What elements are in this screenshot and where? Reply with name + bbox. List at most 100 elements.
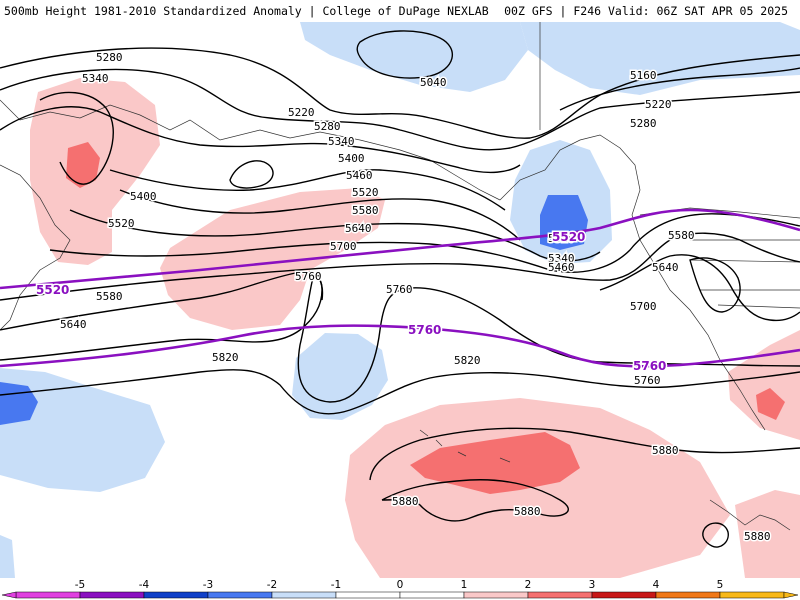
anomaly-positive-region — [410, 432, 580, 494]
climatology-label: 5760 — [408, 323, 441, 337]
colorbar-tick-label: 5 — [717, 579, 724, 591]
colorbar-tick-label: -2 — [267, 579, 277, 591]
colorbar-segment — [655, 591, 721, 599]
anomaly-negative-region — [520, 22, 800, 95]
height-label: 5400 — [130, 190, 157, 203]
colorbar-min-arrow — [1, 591, 17, 599]
climatology-contours — [0, 208, 800, 368]
colorbar-tick-label: -4 — [139, 579, 150, 591]
anomaly-negative-region — [0, 535, 15, 578]
height-contour — [119, 189, 521, 241]
height-contour — [0, 106, 521, 174]
height-contour — [49, 213, 800, 273]
height-label: 5820 — [212, 351, 239, 364]
height-label: 5340 — [548, 252, 575, 265]
height-label: 5760 — [386, 283, 413, 296]
colorbar-segments — [1, 591, 799, 599]
anomaly-colorbar: -5 -4 -3 -2 -1 0 1 2 3 4 5 — [0, 578, 800, 600]
height-contour — [229, 160, 274, 189]
colorbar-tick-label: 3 — [589, 579, 596, 591]
height-label: 5580 — [668, 229, 695, 242]
climatology-label: 5520 — [36, 283, 69, 297]
climatology-label: 5760 — [633, 359, 666, 373]
height-contour — [689, 257, 741, 313]
height-contour — [559, 67, 800, 111]
colorbar-segment — [591, 591, 657, 599]
colorbar-graphic: -5 -4 -3 -2 -1 0 1 2 3 4 5 — [1, 579, 799, 599]
height-label: 5340 — [82, 72, 109, 85]
height-contour — [381, 479, 569, 522]
climatology-contour-5760 — [0, 324, 800, 368]
height-contour — [599, 254, 800, 322]
colorbar-tick-label: 1 — [461, 579, 468, 591]
colorbar-segment — [335, 591, 401, 599]
height-label: 5220 — [645, 98, 672, 111]
colorbar-segment — [399, 591, 465, 599]
height-label: 5280 — [314, 120, 341, 133]
anomaly-map: 5280 5340 5040 5160 5220 5280 5220 5280 … — [0, 22, 800, 578]
colorbar-segment — [463, 591, 529, 599]
height-label: 5700 — [330, 240, 357, 253]
climatology-contour-5520 — [0, 208, 800, 290]
anomaly-positive-region — [345, 398, 730, 578]
anomaly-negative-region — [540, 195, 588, 250]
colorbar-ticks: -5 -4 -3 -2 -1 0 1 2 3 4 5 — [75, 579, 724, 591]
colorbar-tick-label: 4 — [653, 579, 660, 591]
coastline — [419, 429, 511, 463]
height-contour — [356, 30, 453, 79]
height-label: 5040 — [420, 76, 447, 89]
colorbar-tick-label: -1 — [331, 579, 341, 591]
height-contours — [0, 30, 800, 548]
height-contour — [0, 369, 800, 415]
height-contour — [0, 47, 800, 139]
colorbar-segment — [719, 591, 785, 599]
height-contour — [0, 232, 800, 301]
height-contour — [0, 68, 800, 151]
climatology-label: 5520 — [552, 230, 585, 244]
model-run-info: 00Z GFS | F246 Valid: 06Z SAT APR 05 202… — [504, 4, 788, 18]
colorbar-segment — [143, 591, 209, 599]
height-labels: 5280 5340 5040 5160 5220 5280 5220 5280 … — [59, 50, 773, 545]
anomaly-positive-region — [756, 388, 785, 420]
height-contour — [39, 91, 114, 185]
height-contour — [69, 209, 601, 262]
anomaly-positive-region — [728, 330, 800, 440]
coastline — [0, 99, 501, 201]
height-label: 5460 — [346, 169, 373, 182]
height-contour — [369, 427, 800, 481]
height-label: 5280 — [630, 117, 657, 130]
colorbar-tick-label: 2 — [525, 579, 532, 591]
anomaly-negative-region — [0, 368, 165, 492]
height-label: 5760 — [634, 374, 661, 387]
height-contour — [702, 522, 729, 548]
anomaly-positive-region — [735, 490, 800, 578]
height-label: 5520 — [548, 232, 575, 245]
anomaly-negative-region — [292, 333, 388, 420]
colorbar-max-arrow — [783, 591, 799, 599]
height-label: 5880 — [514, 505, 541, 518]
colorbar-tick-label: -3 — [203, 579, 213, 591]
height-label: 5460 — [548, 261, 575, 274]
height-contour — [109, 169, 506, 211]
height-label: 5400 — [338, 152, 365, 165]
height-label: 5160 — [630, 69, 657, 82]
height-label: 5880 — [744, 530, 771, 543]
height-label: 5520 — [352, 186, 379, 199]
colorbar-segment — [271, 591, 337, 599]
anomaly-negative-region — [300, 22, 528, 92]
height-label: 5760 — [295, 270, 322, 283]
colorbar-segment — [15, 591, 81, 599]
height-label: 5340 — [328, 135, 355, 148]
colorbar-tick-label: 0 — [397, 579, 404, 591]
map-title: 500mb Height 1981-2010 Standardized Anom… — [4, 4, 489, 18]
height-label: 5580 — [96, 290, 123, 303]
colorbar-tick-label: -5 — [75, 579, 85, 591]
height-label: 5700 — [630, 300, 657, 313]
colorbar-segment — [79, 591, 145, 599]
coastline — [689, 239, 800, 309]
height-label: 5220 — [288, 106, 315, 119]
climatology-labels: 5520 5520 5760 5760 — [35, 229, 668, 375]
coastline — [0, 164, 71, 331]
height-label: 5640 — [60, 318, 87, 331]
height-label: 5640 — [652, 261, 679, 274]
